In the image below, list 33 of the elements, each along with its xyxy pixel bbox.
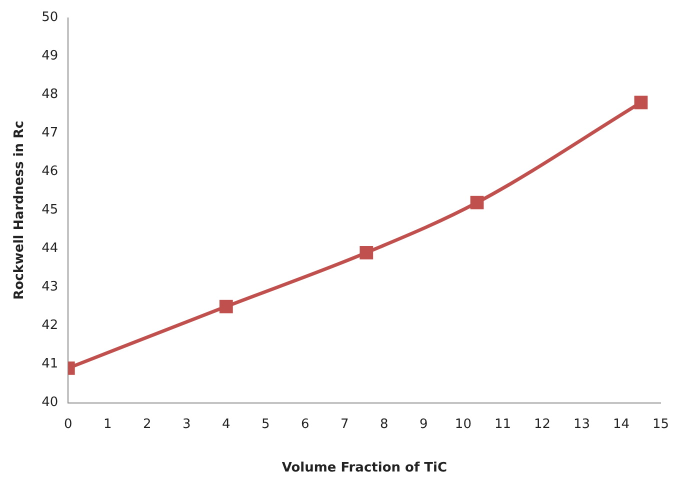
y-tick-label: 40 [42, 395, 58, 410]
y-tick-label: 41 [42, 356, 58, 372]
point [360, 246, 374, 260]
y-tick-label: 44 [42, 241, 58, 256]
point [634, 96, 648, 110]
x-tick-label: 10 [454, 416, 472, 432]
y-tick-label: 45 [42, 202, 58, 218]
y-tick-label: 43 [42, 280, 58, 295]
y-tick-label: 47 [42, 126, 58, 141]
x-tick-label: 15 [652, 416, 669, 432]
x-tick-label: 6 [301, 416, 310, 432]
y-tick-label: 42 [42, 318, 58, 334]
x-tick-label: 11 [494, 416, 511, 432]
x-tick-label: 14 [612, 416, 630, 432]
y-tick-label: 49 [42, 48, 58, 64]
x-tick-label: 2 [143, 416, 152, 432]
y-tick-label: 50 [42, 10, 58, 26]
y-axis-title: Rockwell Hardness in Rc [12, 120, 28, 300]
x-tick-label: 4 [222, 416, 230, 432]
x-tick-label: 8 [380, 416, 388, 432]
x-tick-label: 0 [64, 416, 72, 432]
x-tick-label: 9 [420, 416, 428, 432]
x-tick-label: 5 [262, 416, 270, 432]
y-tick-label: 48 [42, 87, 58, 102]
point [219, 300, 233, 314]
point [470, 196, 484, 210]
x-tick-label: 12 [534, 416, 550, 432]
x-tick-label: 3 [182, 416, 191, 432]
x-tick-label: 7 [340, 416, 349, 432]
x-tick-label: 13 [573, 416, 590, 432]
x-tick-label: 1 [104, 416, 112, 432]
x-axis-title: Volume Fraction of TiC [282, 460, 448, 476]
y-tick-label: 46 [42, 164, 58, 180]
